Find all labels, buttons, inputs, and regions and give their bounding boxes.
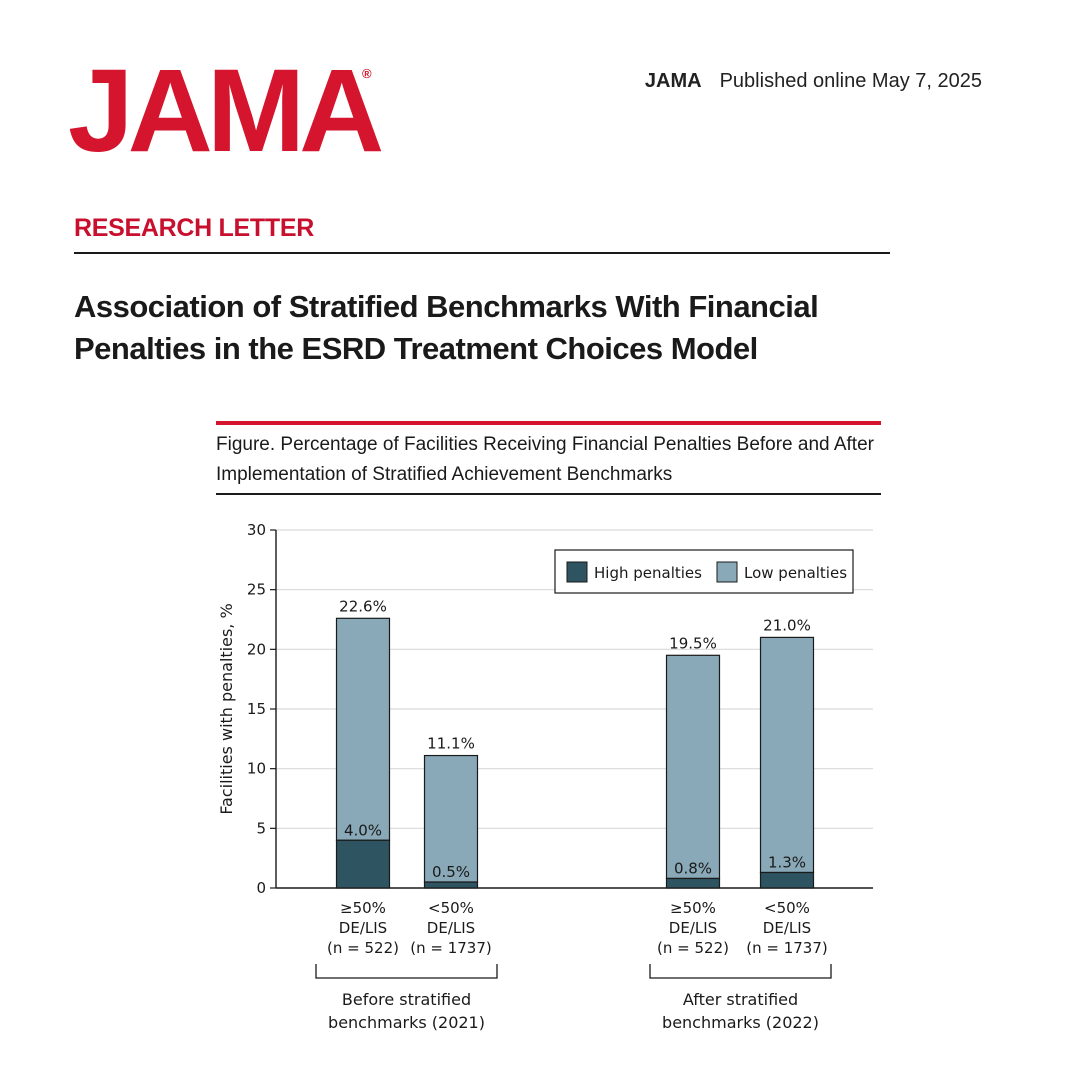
y-tick-label: 30	[247, 521, 266, 539]
total-data-label: 19.5%	[669, 634, 717, 652]
x-tick-label: ≥50%	[670, 899, 716, 917]
total-data-label: 11.1%	[427, 735, 475, 753]
y-tick-label: 0	[256, 879, 266, 897]
bar-low-penalties	[665, 654, 721, 880]
group-label: benchmarks (2022)	[662, 1013, 819, 1032]
y-tick-label: 10	[247, 760, 266, 778]
y-tick-label: 25	[247, 581, 266, 599]
x-tick-label: <50%	[764, 899, 810, 917]
x-tick-label: (n = 1737)	[746, 939, 828, 957]
high-data-label: 0.5%	[432, 863, 470, 881]
figure-divider	[216, 493, 881, 495]
group-bracket	[649, 964, 832, 979]
y-axis-label: Facilities with penalties, %	[217, 603, 236, 814]
article-title: Association of Stratified Benchmarks Wit…	[74, 289, 819, 366]
group-bracket	[315, 964, 498, 979]
legend-swatch-low	[716, 561, 738, 583]
journal-name: JAMA	[644, 70, 702, 92]
figure-accent-bar	[216, 421, 881, 425]
x-tick-label: <50%	[428, 899, 474, 917]
bar-high-penalties	[335, 839, 391, 889]
section-label: RESEARCH LETTER	[74, 214, 314, 242]
x-tick-label: DE/LIS	[339, 919, 387, 937]
group-label: After stratified	[683, 990, 798, 1009]
figure-caption: Figure. Percentage of Facilities Receivi…	[216, 434, 874, 485]
high-data-label: 0.8%	[674, 859, 712, 877]
bar-low-penalties	[335, 617, 391, 841]
section-divider	[74, 252, 890, 254]
legend-swatch-high	[566, 561, 588, 583]
legend-label-low: Low penalties	[744, 564, 847, 582]
journal-logo: JAMA	[68, 45, 384, 177]
x-tick-label: (n = 522)	[657, 939, 729, 957]
x-tick-label: DE/LIS	[669, 919, 717, 937]
total-data-label: 21.0%	[763, 616, 811, 634]
published-date: Published online May 7, 2025	[719, 70, 982, 92]
y-tick-label: 15	[247, 700, 266, 718]
legend-box	[554, 549, 854, 594]
group-label: benchmarks (2021)	[328, 1013, 485, 1032]
publication-info: JAMA Published online May 7, 2025	[645, 70, 982, 93]
group-label: Before stratified	[342, 990, 471, 1009]
y-tick-label: 20	[247, 640, 266, 658]
total-data-label: 22.6%	[339, 597, 387, 615]
bar-low-penalties	[423, 754, 479, 883]
legend-label-high: High penalties	[594, 564, 702, 582]
bar-high-penalties	[423, 881, 479, 889]
x-tick-label: (n = 522)	[327, 939, 399, 957]
x-tick-label: ≥50%	[340, 899, 386, 917]
high-data-label: 4.0%	[344, 821, 382, 839]
high-data-label: 1.3%	[768, 853, 806, 871]
x-tick-label: DE/LIS	[763, 919, 811, 937]
bar-high-penalties	[759, 871, 815, 889]
bar-high-penalties	[665, 877, 721, 889]
x-tick-label: DE/LIS	[427, 919, 475, 937]
registered-mark: ®	[362, 66, 372, 81]
x-tick-label: (n = 1737)	[410, 939, 492, 957]
y-tick-label: 5	[256, 819, 266, 837]
bar-low-penalties	[759, 636, 815, 874]
